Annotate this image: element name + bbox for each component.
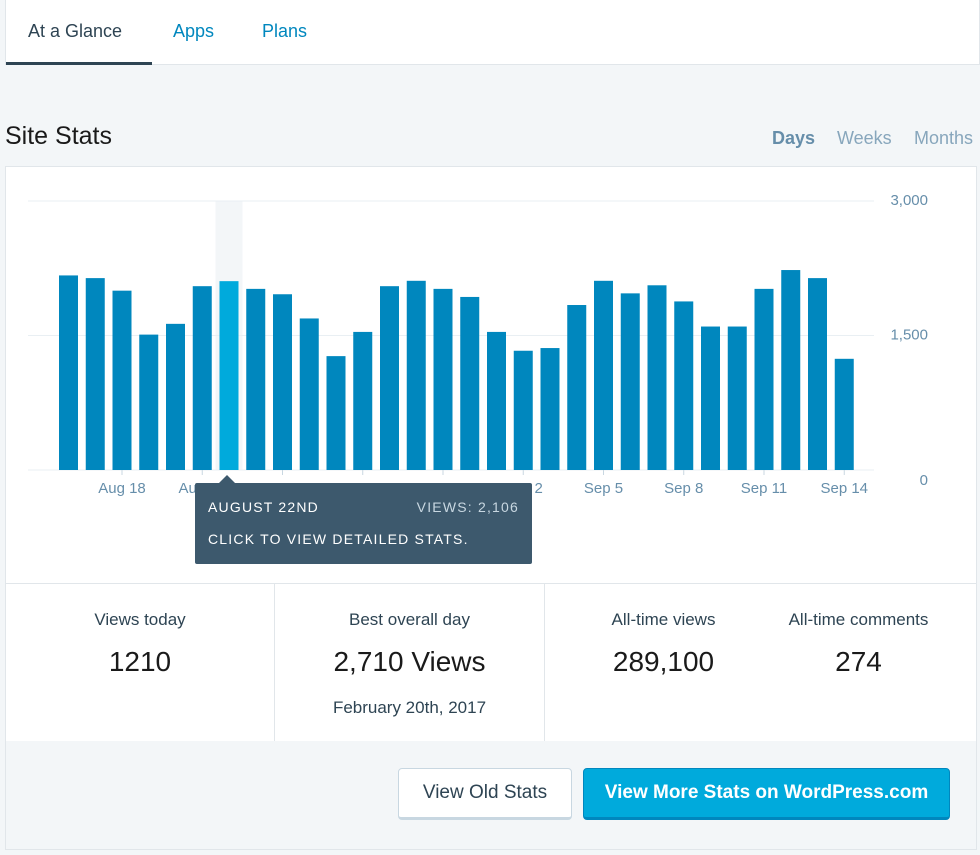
x-tick-label: Sep 11 (741, 480, 787, 497)
chart-bar[interactable] (808, 278, 827, 470)
chart-bar[interactable] (139, 334, 159, 470)
x-tick-label: Sep 14 (820, 480, 868, 497)
tab-at-a-glance[interactable]: At a Glance (28, 21, 123, 41)
stat-label: All-time views (611, 610, 716, 629)
chart-bar[interactable] (326, 356, 346, 470)
chart-bar[interactable] (460, 296, 480, 470)
tooltip-hint: CLICK TO VIEW DETAILED STATS. (208, 531, 469, 547)
divider (274, 584, 275, 742)
period-months[interactable]: Months (914, 128, 974, 148)
stat-all-time-comments: All-time comments 274 (761, 584, 956, 742)
chart-bar[interactable] (380, 286, 399, 470)
section-title: Site Stats (5, 122, 112, 150)
card-footer: View Old Stats View More Stats on WordPr… (6, 741, 976, 849)
x-tick-label: Sep 5 (584, 480, 623, 497)
stat-value: 274 (835, 646, 882, 677)
stat-value: 1210 (108, 646, 172, 677)
chart-bar[interactable] (59, 275, 78, 470)
stat-views-today: Views today 1210 (6, 584, 274, 742)
stat-date: February 20th, 2017 (332, 698, 487, 717)
chart-bar[interactable] (487, 331, 506, 470)
chart-bar[interactable] (540, 348, 560, 470)
chart-bar[interactable] (594, 280, 613, 470)
chart-bar[interactable] (219, 281, 239, 470)
chart-bar[interactable] (647, 285, 667, 470)
view-old-stats-button[interactable]: View Old Stats (398, 768, 572, 820)
tab-apps[interactable]: Apps (173, 21, 215, 41)
top-nav: At a Glance Apps Plans (5, 0, 980, 65)
chart-bar[interactable] (85, 278, 105, 470)
tooltip-date: AUGUST 22ND (208, 499, 319, 515)
chart-bar[interactable] (620, 293, 640, 470)
stat-value: 289,100 (612, 646, 715, 677)
stat-label: Best overall day (349, 610, 470, 629)
stat-label: All-time comments (788, 610, 929, 629)
tooltip-arrow (219, 475, 235, 483)
tooltip-views: VIEWS: 2,106 (416, 499, 519, 515)
chart-bar[interactable] (781, 270, 801, 470)
chart-bar[interactable] (701, 326, 720, 470)
x-tick-label: Sep 8 (664, 480, 703, 497)
tab-plans[interactable]: Plans (262, 21, 308, 41)
chart-bar[interactable] (406, 280, 426, 470)
y-tick-label: 1,500 (890, 327, 928, 344)
period-weeks[interactable]: Weeks (837, 128, 892, 148)
x-tick-label: Aug 18 (98, 480, 146, 497)
chart-bar[interactable] (166, 323, 185, 470)
chart-bar[interactable] (273, 294, 292, 470)
chart-bar[interactable] (567, 305, 587, 470)
chart-bar[interactable] (433, 288, 453, 470)
chart-bar[interactable] (513, 350, 533, 470)
stats-summary: Views today 1210 Best overall day 2,710 … (6, 583, 976, 743)
view-more-stats-button[interactable]: View More Stats on WordPress.com (583, 768, 950, 820)
chart-bar[interactable] (674, 301, 694, 470)
chart-bar[interactable] (353, 331, 373, 470)
divider (544, 584, 545, 742)
chart-bar[interactable] (834, 358, 854, 470)
y-tick-label: 0 (920, 472, 928, 489)
chart-tooltip[interactable]: AUGUST 22ND VIEWS: 2,106 CLICK TO VIEW D… (195, 475, 532, 564)
chart-bar[interactable] (192, 286, 212, 470)
stat-best-day: Best overall day 2,710 Views February 20… (275, 584, 544, 742)
chart-bar[interactable] (246, 288, 266, 470)
chart-bar[interactable] (754, 288, 774, 470)
chart-bar[interactable] (727, 326, 747, 470)
stat-all-time-views: All-time views 289,100 (566, 584, 761, 742)
chart-bar[interactable] (112, 290, 132, 470)
y-tick-label: 3,000 (890, 192, 928, 209)
period-days[interactable]: Days (772, 128, 816, 148)
stat-value: 2,710 Views (333, 646, 486, 677)
active-tab-indicator (6, 62, 152, 65)
stat-label: Views today (94, 610, 186, 629)
chart-bar[interactable] (299, 318, 319, 470)
